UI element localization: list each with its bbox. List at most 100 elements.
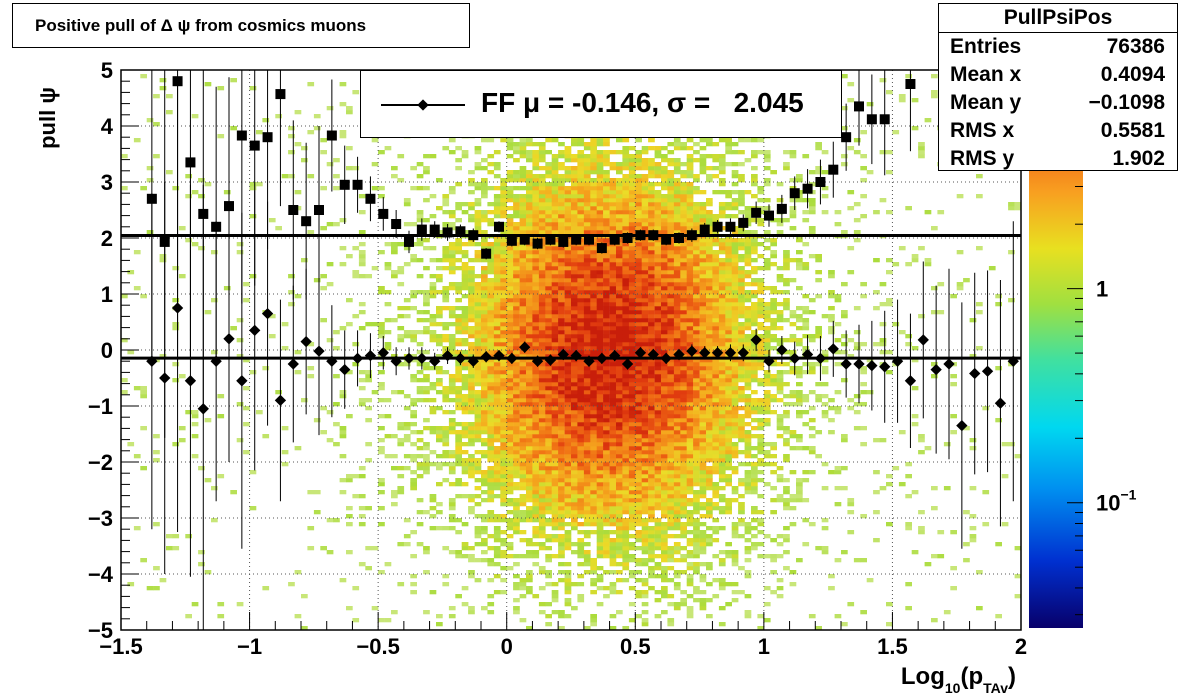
heatmap-cell xyxy=(191,114,199,119)
heatmap-cell xyxy=(622,318,630,323)
heatmap-cell xyxy=(648,346,655,351)
heatmap-cell xyxy=(712,382,720,387)
heatmap-cell xyxy=(564,174,572,179)
heatmap-cell xyxy=(487,406,495,411)
heatmap-cell xyxy=(654,370,662,375)
heatmap-cell xyxy=(391,390,398,395)
heatmap-cell xyxy=(641,402,649,407)
heatmap-cell xyxy=(648,258,655,263)
heatmap-cell xyxy=(667,350,675,355)
heatmap-cell xyxy=(378,490,385,495)
heatmap-cell xyxy=(403,306,411,311)
heatmap-cell xyxy=(609,294,617,299)
heatmap-cell xyxy=(699,414,707,419)
heatmap-cell xyxy=(693,590,700,595)
heatmap-cell xyxy=(506,546,514,551)
heatmap-cell xyxy=(487,342,495,347)
heatmap-cell xyxy=(500,190,507,195)
heatmap-cell xyxy=(706,258,713,263)
heatmap-cell xyxy=(622,510,630,515)
heatmap-cell xyxy=(519,198,527,203)
heatmap-cell xyxy=(468,546,475,551)
heatmap-cell xyxy=(519,142,527,147)
heatmap-cell xyxy=(673,282,681,287)
heatmap-cell xyxy=(551,306,559,311)
heatmap-cell xyxy=(596,330,604,335)
heatmap-cell xyxy=(596,310,604,315)
heatmap-cell xyxy=(661,382,668,387)
heatmap-cell xyxy=(545,410,552,415)
heatmap-cell xyxy=(628,290,636,295)
heatmap-cell xyxy=(487,346,495,351)
heatmap-cell xyxy=(686,146,694,151)
heatmap-cell xyxy=(506,318,514,323)
heatmap-cell xyxy=(686,154,694,159)
heatmap-cell xyxy=(699,166,707,171)
heatmap-cell xyxy=(397,338,405,343)
heatmap-cell xyxy=(519,514,527,519)
heatmap-cell xyxy=(551,298,559,303)
heatmap-cell xyxy=(506,226,514,231)
heatmap-cell xyxy=(680,350,687,355)
heatmap-cell xyxy=(641,354,649,359)
heatmap-cell xyxy=(513,458,520,463)
heatmap-cell xyxy=(603,510,610,515)
heatmap-cell xyxy=(513,314,520,319)
heatmap-cell xyxy=(616,610,623,615)
heatmap-cell xyxy=(635,242,642,247)
heatmap-cell xyxy=(538,510,546,515)
heatmap-cell xyxy=(596,190,604,195)
heatmap-cell xyxy=(204,570,212,575)
heatmap-cell xyxy=(513,382,520,387)
heatmap-cell xyxy=(493,210,501,215)
heatmap-cell xyxy=(558,290,565,295)
heatmap-cell xyxy=(468,326,475,331)
heatmap-cell xyxy=(301,158,308,163)
heatmap-cell xyxy=(519,318,527,323)
heatmap-cell xyxy=(532,366,540,371)
heatmap-cell xyxy=(551,398,559,403)
heatmap-cell xyxy=(558,418,565,423)
heatmap-cell xyxy=(590,522,597,527)
heatmap-cell xyxy=(712,314,720,319)
heatmap-cell xyxy=(616,318,623,323)
heatmap-cell xyxy=(693,430,700,435)
heatmap-cell xyxy=(699,418,707,423)
heatmap-cell xyxy=(474,338,482,343)
heatmap-cell xyxy=(603,298,610,303)
heatmap-cell xyxy=(616,514,623,519)
heatmap-cell xyxy=(532,258,540,263)
heatmap-cell xyxy=(590,202,597,207)
heatmap-cell xyxy=(628,462,636,467)
heatmap-cell xyxy=(564,294,572,299)
heatmap-cell xyxy=(577,522,585,527)
heatmap-cell xyxy=(603,506,610,511)
heatmap-cell xyxy=(680,258,687,263)
heatmap-cell xyxy=(236,242,244,247)
heatmap-cell xyxy=(551,374,559,379)
heatmap-cell xyxy=(513,150,520,155)
heatmap-cell xyxy=(545,446,552,451)
heatmap-cell xyxy=(706,446,713,451)
heatmap-cell xyxy=(635,254,642,259)
heatmap-cell xyxy=(596,186,604,191)
heatmap-cell xyxy=(500,250,507,255)
heatmap-cell xyxy=(474,210,482,215)
heatmap-cell xyxy=(628,602,636,607)
heatmap-cell xyxy=(596,142,604,147)
heatmap-cell xyxy=(622,434,630,439)
heatmap-cell xyxy=(571,198,578,203)
heatmap-cell xyxy=(641,414,649,419)
heatmap-cell xyxy=(699,310,707,315)
heatmap-cell xyxy=(429,318,437,323)
heatmap-cell xyxy=(481,362,488,367)
heatmap-cell xyxy=(481,330,488,335)
heatmap-cell xyxy=(474,258,482,263)
heatmap-cell xyxy=(577,374,585,379)
heatmap-cell xyxy=(551,282,559,287)
heatmap-cell xyxy=(680,426,687,431)
heatmap-cell xyxy=(616,506,623,511)
heatmap-cell xyxy=(699,370,707,375)
heatmap-cell xyxy=(487,154,495,159)
heatmap-cell xyxy=(564,382,572,387)
